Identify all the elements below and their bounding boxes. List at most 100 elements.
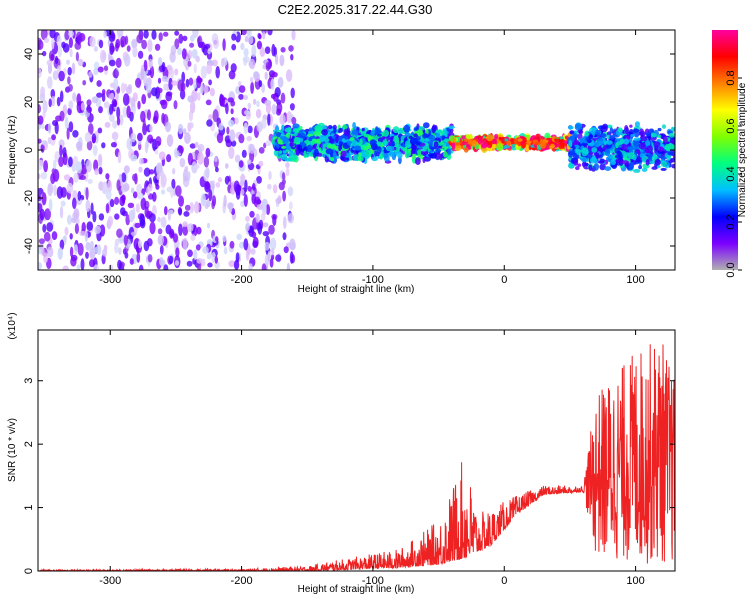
spectrogram-cell — [173, 233, 178, 243]
spectrogram-cell — [85, 159, 92, 173]
spectrogram-cell — [131, 187, 135, 194]
spectrogram-cell — [217, 177, 223, 183]
spectrogram-cell — [279, 150, 283, 154]
spectrogram-cell — [243, 95, 249, 100]
spectrogram-cell — [649, 136, 657, 141]
snr-x-label: Height of straight line (km) — [298, 584, 415, 595]
spectrogram-cell — [277, 137, 281, 145]
spectrogram-cell — [205, 167, 210, 179]
spectrogram-cell — [554, 138, 561, 143]
colorbar-tick-label: 0.2 — [725, 214, 737, 229]
spectrogram-cell — [570, 136, 575, 142]
spectrogram-cell — [405, 140, 412, 148]
spectrogram-cell — [149, 65, 155, 79]
spectrogram-cell — [539, 140, 547, 149]
colorbar-bar — [712, 30, 738, 270]
spectrogram-cell — [416, 129, 423, 136]
spectrogram-cell — [287, 213, 295, 224]
spectrogram-cell — [69, 233, 73, 240]
spectrogram-cell — [203, 84, 209, 94]
spectrogram-cell — [108, 30, 115, 42]
spectrogram-cell — [289, 103, 295, 111]
spectrogram-cell — [111, 131, 119, 141]
spectrogram-cell — [303, 140, 311, 145]
spectrogram-cell — [482, 144, 489, 148]
spectrogram-cell — [96, 92, 103, 98]
spectrogram-cell — [250, 81, 255, 94]
spectrogram-cell — [230, 108, 234, 115]
spectrogram-cell — [182, 35, 188, 42]
spectrogram-cell — [333, 156, 337, 164]
spectrogram-cell — [84, 132, 92, 143]
spectrogram-cell — [166, 154, 172, 163]
spectrogram-cell — [246, 135, 252, 142]
spectrogram-cell — [94, 225, 101, 234]
spectrogram-cell — [122, 182, 130, 192]
spectrogram-cell — [72, 92, 77, 102]
spectrogram-cell — [394, 139, 400, 147]
spectrogram-cell — [624, 162, 630, 167]
spectrogram-cell — [387, 146, 395, 151]
spectrogram-cell — [624, 127, 630, 135]
spectrogram-cell — [205, 147, 211, 158]
spectrogram-cell — [62, 265, 69, 270]
spectrogram-cell — [225, 139, 232, 148]
spectrogram-cell — [629, 124, 633, 128]
spectrogram-cell — [101, 142, 106, 149]
colorbar-tick-label: 0.8 — [725, 70, 737, 85]
spectrogram-cell — [116, 179, 121, 191]
spectrogram-cell — [131, 38, 138, 49]
spectrogram-cell — [86, 99, 92, 107]
spectrogram-cell — [314, 124, 322, 132]
spectrogram-cell — [155, 162, 163, 173]
spectrogram-cell — [66, 127, 70, 140]
spectrogram-cell — [85, 241, 91, 251]
spectrogram-cell — [59, 90, 64, 103]
x-tick-label: 0 — [501, 575, 507, 587]
spectrogram-cell — [506, 140, 512, 146]
spectrogram-cell — [275, 131, 281, 138]
spectrogram-cell — [276, 101, 283, 114]
spectrogram-cell — [44, 37, 50, 44]
spectrogram-cell — [68, 121, 74, 133]
spectrogram-cell — [38, 238, 46, 245]
spectrogram-cell — [191, 49, 198, 59]
spectrogram-cell — [244, 109, 251, 116]
spectrogram-cell — [172, 168, 176, 175]
spectrogram-cell — [628, 162, 635, 171]
spectrogram-cell — [110, 142, 117, 148]
spectrogram-cell — [40, 143, 45, 153]
spectrogram-cell — [69, 246, 74, 258]
spectrogram-cell — [243, 48, 249, 57]
spectrogram-cell — [67, 66, 72, 76]
spectrogram-cell — [272, 184, 278, 194]
x-tick-label: 100 — [626, 274, 644, 286]
spectrogram-cell — [423, 122, 430, 129]
spectrogram-cell — [143, 167, 151, 177]
spectrogram-cell — [243, 238, 249, 251]
spectrogram-cell — [38, 138, 42, 144]
spectrogram-cell — [354, 145, 361, 151]
spectrogram-cell — [38, 115, 44, 125]
spectrogram-cell — [101, 92, 106, 102]
spectrogram-cell — [202, 246, 209, 254]
spectrogram-cell — [267, 113, 271, 126]
spectrogram-cell — [68, 37, 73, 49]
spectrogram-cell — [175, 185, 182, 197]
spectrogram-cell — [102, 249, 108, 257]
spectrogram-cell — [47, 76, 53, 89]
spectrogram-cell — [93, 264, 100, 270]
spectrogram-cell — [397, 151, 403, 159]
spectrogram-cell — [89, 247, 96, 260]
spectrogram-cell — [166, 134, 174, 147]
spectrogram-cell — [593, 162, 599, 171]
spectrogram-cell — [134, 222, 141, 229]
spectrogram-cell — [308, 137, 313, 142]
spectrogram-cell — [448, 125, 455, 129]
spectrogram-cell — [117, 151, 122, 164]
spectrogram-cell — [182, 237, 188, 251]
spectrogram-cell — [88, 71, 93, 78]
spectrogram-cell — [248, 143, 255, 154]
spectrogram-cell — [147, 109, 151, 121]
x-tick-label: -200 — [231, 274, 253, 286]
